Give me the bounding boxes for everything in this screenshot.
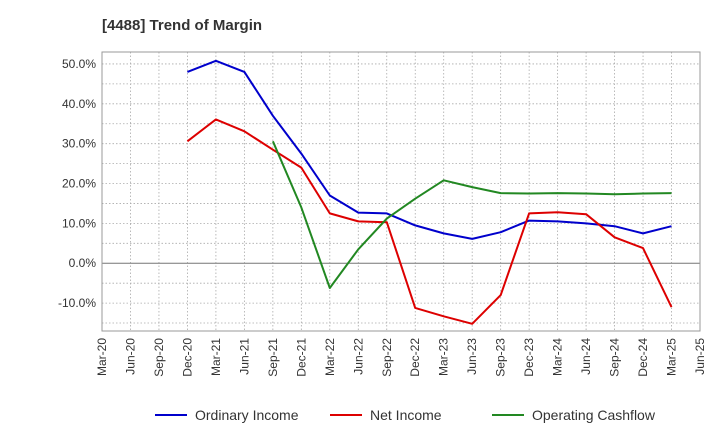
x-tick-label: Mar-23 — [437, 338, 451, 376]
x-tick-label: Dec-21 — [294, 338, 308, 377]
plot-area-frame — [101, 51, 701, 332]
x-tick-label: Sep-24 — [608, 338, 622, 377]
x-tick-label: Dec-24 — [636, 338, 650, 377]
operating-cashflow-legend-label: Operating Cashflow — [532, 407, 656, 423]
x-tick-label: Jun-20 — [123, 338, 137, 375]
series-lines — [186, 59, 673, 325]
net-income-legend-label: Net Income — [370, 407, 442, 423]
x-tick-label: Jun-21 — [237, 338, 251, 375]
x-tick-label: Mar-21 — [209, 338, 223, 376]
x-tick-label: Dec-23 — [522, 338, 536, 377]
x-tick-label: Jun-22 — [351, 338, 365, 375]
y-tick-label: 0.0% — [69, 256, 97, 270]
x-tick-label: Mar-22 — [323, 338, 337, 376]
x-tick-label: Jun-23 — [465, 338, 479, 375]
legend: Ordinary Income Net Income Operating Cashf… — [155, 407, 656, 423]
y-tick-label: 40.0% — [62, 97, 96, 111]
y-tick-label: 30.0% — [62, 137, 96, 151]
chart-title: [4488] Trend of Margin — [102, 17, 262, 34]
x-tick-label: Sep-21 — [266, 338, 280, 377]
y-tick-label: 50.0% — [62, 57, 96, 71]
ordinary-income-legend-label: Ordinary Income — [195, 407, 299, 423]
operating-cashflow-line — [271, 140, 672, 289]
x-tick-label: Sep-23 — [494, 338, 508, 377]
x-tick-label: Mar-24 — [551, 338, 565, 376]
ordinary-income-line — [187, 59, 672, 240]
y-tick-label: 10.0% — [62, 216, 96, 230]
y-tick-label: -10.0% — [58, 296, 96, 310]
x-tick-label: Sep-22 — [380, 338, 394, 377]
x-tick-label: Jun-24 — [579, 338, 593, 375]
x-tick-label: Sep-20 — [152, 338, 166, 377]
y-axis-tick-labels: -10.0% 0.0% 10.0% 20.0% 30.0% 40.0% 50.0% — [58, 57, 96, 310]
x-tick-label: Mar-25 — [665, 338, 679, 376]
net-income-line — [186, 118, 673, 325]
x-tick-label: Dec-22 — [408, 338, 422, 377]
x-tick-label: Mar-20 — [95, 338, 109, 376]
y-tick-label: 20.0% — [62, 177, 96, 191]
grid-lines — [102, 52, 700, 331]
x-axis-tick-labels: Mar-20 Jun-20 Sep-20 Dec-20 Mar-21 Jun-21 Sep-… — [95, 338, 707, 377]
x-tick-label: Dec-20 — [180, 338, 194, 377]
x-tick-label: Jun-25 — [693, 338, 707, 375]
